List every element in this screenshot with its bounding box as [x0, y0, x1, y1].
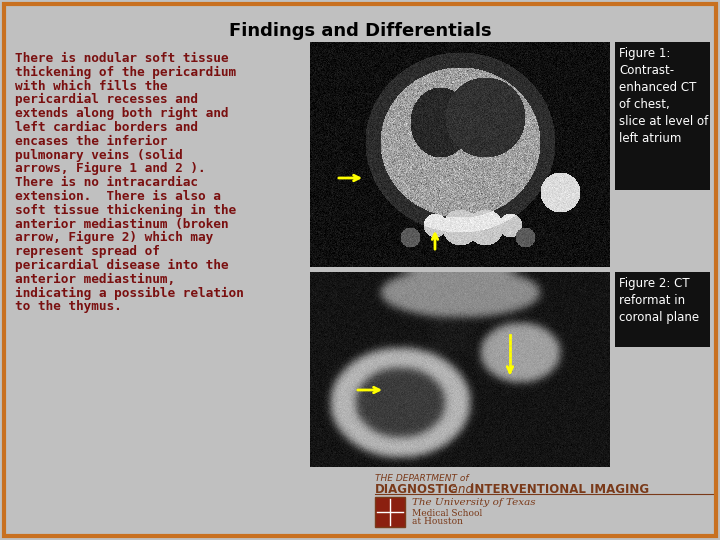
Text: arrows, Figure 1 and 2 ).: arrows, Figure 1 and 2 ).: [15, 163, 206, 176]
Text: pulmonary veins (solid: pulmonary veins (solid: [15, 148, 183, 161]
Text: at Houston: at Houston: [412, 517, 463, 526]
Text: There is no intracardiac: There is no intracardiac: [15, 176, 198, 189]
Bar: [615, 42, 710, 190]
Text: extension.  There is also a: extension. There is also a: [15, 190, 221, 203]
Text: pericardial recesses and: pericardial recesses and: [15, 93, 198, 106]
Text: extends along both right and: extends along both right and: [15, 107, 228, 120]
Bar: [375, 497, 405, 527]
Text: arrow, Figure 2) which may: arrow, Figure 2) which may: [15, 232, 213, 245]
Text: soft tissue thickening in the: soft tissue thickening in the: [15, 204, 236, 217]
Text: left cardiac borders and: left cardiac borders and: [15, 121, 198, 134]
Text: thickening of the pericardium: thickening of the pericardium: [15, 66, 236, 79]
Text: There is nodular soft tissue: There is nodular soft tissue: [15, 52, 228, 65]
Text: Findings and Differentials: Findings and Differentials: [229, 22, 491, 40]
Text: THE DEPARTMENT of: THE DEPARTMENT of: [375, 474, 469, 483]
Text: indicating a possible relation: indicating a possible relation: [15, 287, 244, 300]
Text: anterior mediastinum,: anterior mediastinum,: [15, 273, 175, 286]
Text: Figure 2: CT
reformat in
coronal plane: Figure 2: CT reformat in coronal plane: [619, 277, 699, 324]
Bar: [615, 272, 710, 347]
Text: represent spread of: represent spread of: [15, 245, 160, 258]
Text: encases the inferior: encases the inferior: [15, 135, 168, 148]
Text: INTERVENTIONAL IMAGING: INTERVENTIONAL IMAGING: [470, 483, 649, 496]
Text: pericardial disease into the: pericardial disease into the: [15, 259, 228, 272]
Text: with which fills the: with which fills the: [15, 79, 168, 92]
Text: Figure 1:
Contrast-
enhanced CT
of chest,
slice at level of
left atrium: Figure 1: Contrast- enhanced CT of chest…: [619, 47, 708, 145]
Text: and: and: [447, 483, 477, 496]
Text: anterior mediastinum (broken: anterior mediastinum (broken: [15, 218, 228, 231]
Text: Medical School: Medical School: [412, 509, 482, 518]
Text: The University of Texas: The University of Texas: [412, 498, 536, 507]
Text: DIAGNOSTIC: DIAGNOSTIC: [375, 483, 458, 496]
Text: to the thymus.: to the thymus.: [15, 300, 122, 313]
